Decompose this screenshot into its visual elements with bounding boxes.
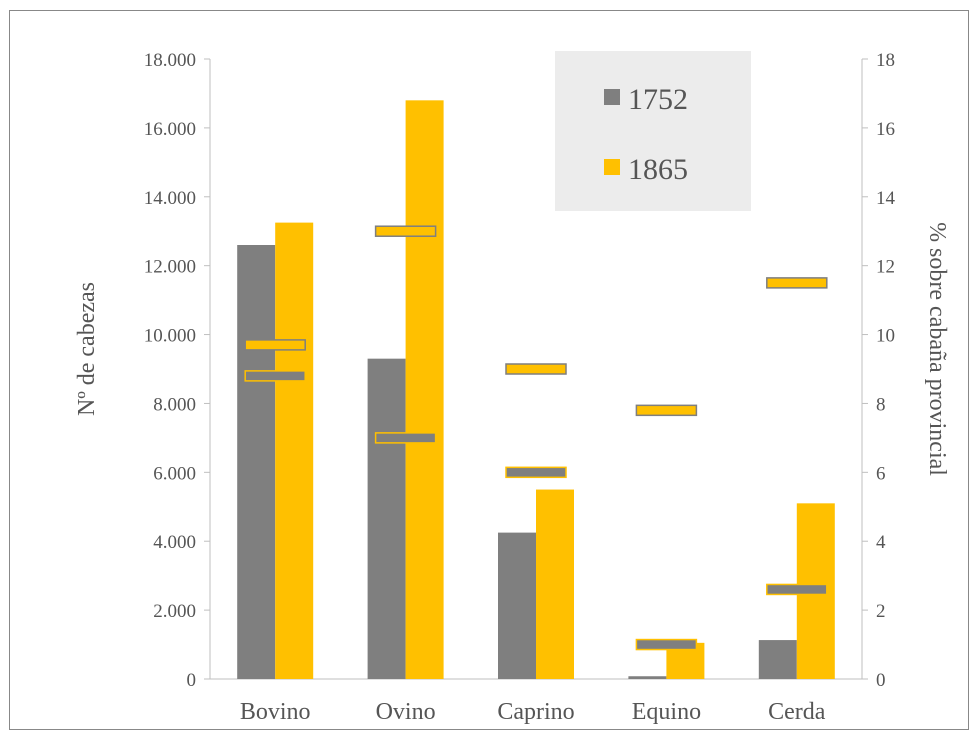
left-tick-label: 16.000 (144, 119, 196, 140)
bar-1752-equino (628, 676, 667, 679)
legend-swatch-1865 (604, 159, 620, 175)
marker-1865-caprino (505, 363, 567, 375)
legend-label-1865: 1865 (628, 153, 688, 186)
bar-1752-ovino (367, 358, 406, 679)
left-tick-label: 2.000 (153, 601, 196, 622)
chart: 0 2.000 4.000 6.000 8.000 10.000 12.000 14.000 1… (74, 50, 950, 725)
right-tick-label: 8 (876, 394, 886, 415)
chart-frame: 0 2.000 4.000 6.000 8.000 10.000 12.000 14.000 1… (9, 10, 969, 730)
y-axis-right-title: % sobre cabaña provincial (924, 222, 950, 476)
category-label: Ovino (376, 699, 436, 725)
right-tick-label: 2 (876, 601, 886, 622)
bars (237, 100, 835, 680)
bar-1865-bovino (275, 222, 314, 679)
category-label: Bovino (240, 699, 311, 725)
legend-box (555, 51, 751, 211)
left-tick-label: 12.000 (144, 257, 196, 278)
left-tick-label: 8.000 (153, 394, 196, 415)
marker-1752-equino (635, 638, 698, 651)
marker-1752-caprino (505, 466, 567, 479)
category-label: Caprino (497, 699, 574, 725)
marker-1752-bovino (244, 370, 306, 382)
marker-1865-bovino (244, 339, 306, 351)
marker-1865-ovino (374, 225, 437, 237)
right-tick-label: 18 (876, 50, 895, 71)
marker-1865-cerda (766, 277, 828, 289)
right-tick-label: 6 (876, 463, 886, 484)
left-tick-label: 6.000 (153, 463, 196, 484)
legend-swatch-1752 (604, 89, 620, 105)
markers (244, 225, 828, 651)
bar-1752-cerda (758, 640, 797, 679)
right-tick-label: 16 (876, 119, 895, 140)
left-tick-label: 10.000 (144, 326, 196, 347)
y-axis-left-title: Nº de cabezas (74, 282, 100, 416)
legend-label-1752: 1752 (628, 83, 688, 116)
left-tick-label: 0 (187, 670, 197, 691)
category-label: Cerda (768, 699, 826, 725)
bar-1865-ovino (405, 100, 444, 680)
right-tick-label: 10 (876, 326, 895, 347)
bar-1752-caprino (498, 532, 536, 679)
legend: 1752 1865 (555, 51, 751, 211)
left-tick-label: 4.000 (153, 532, 196, 553)
left-tick-label: 14.000 (144, 188, 196, 209)
bar-1865-caprino (536, 489, 574, 679)
marker-1752-cerda (766, 583, 828, 596)
right-tick-label: 0 (876, 670, 886, 691)
right-tick-label: 12 (876, 257, 895, 278)
marker-1752-ovino (374, 432, 437, 444)
category-label: Equino (632, 699, 701, 725)
right-tick-label: 4 (876, 532, 886, 553)
labels: 0 2.000 4.000 6.000 8.000 10.000 12.000 14.000 1… (74, 50, 950, 725)
bar-1752-bovino (237, 245, 276, 679)
left-tick-label: 18.000 (144, 50, 196, 71)
marker-1865-equino (635, 404, 698, 417)
right-tick-label: 14 (876, 188, 896, 209)
